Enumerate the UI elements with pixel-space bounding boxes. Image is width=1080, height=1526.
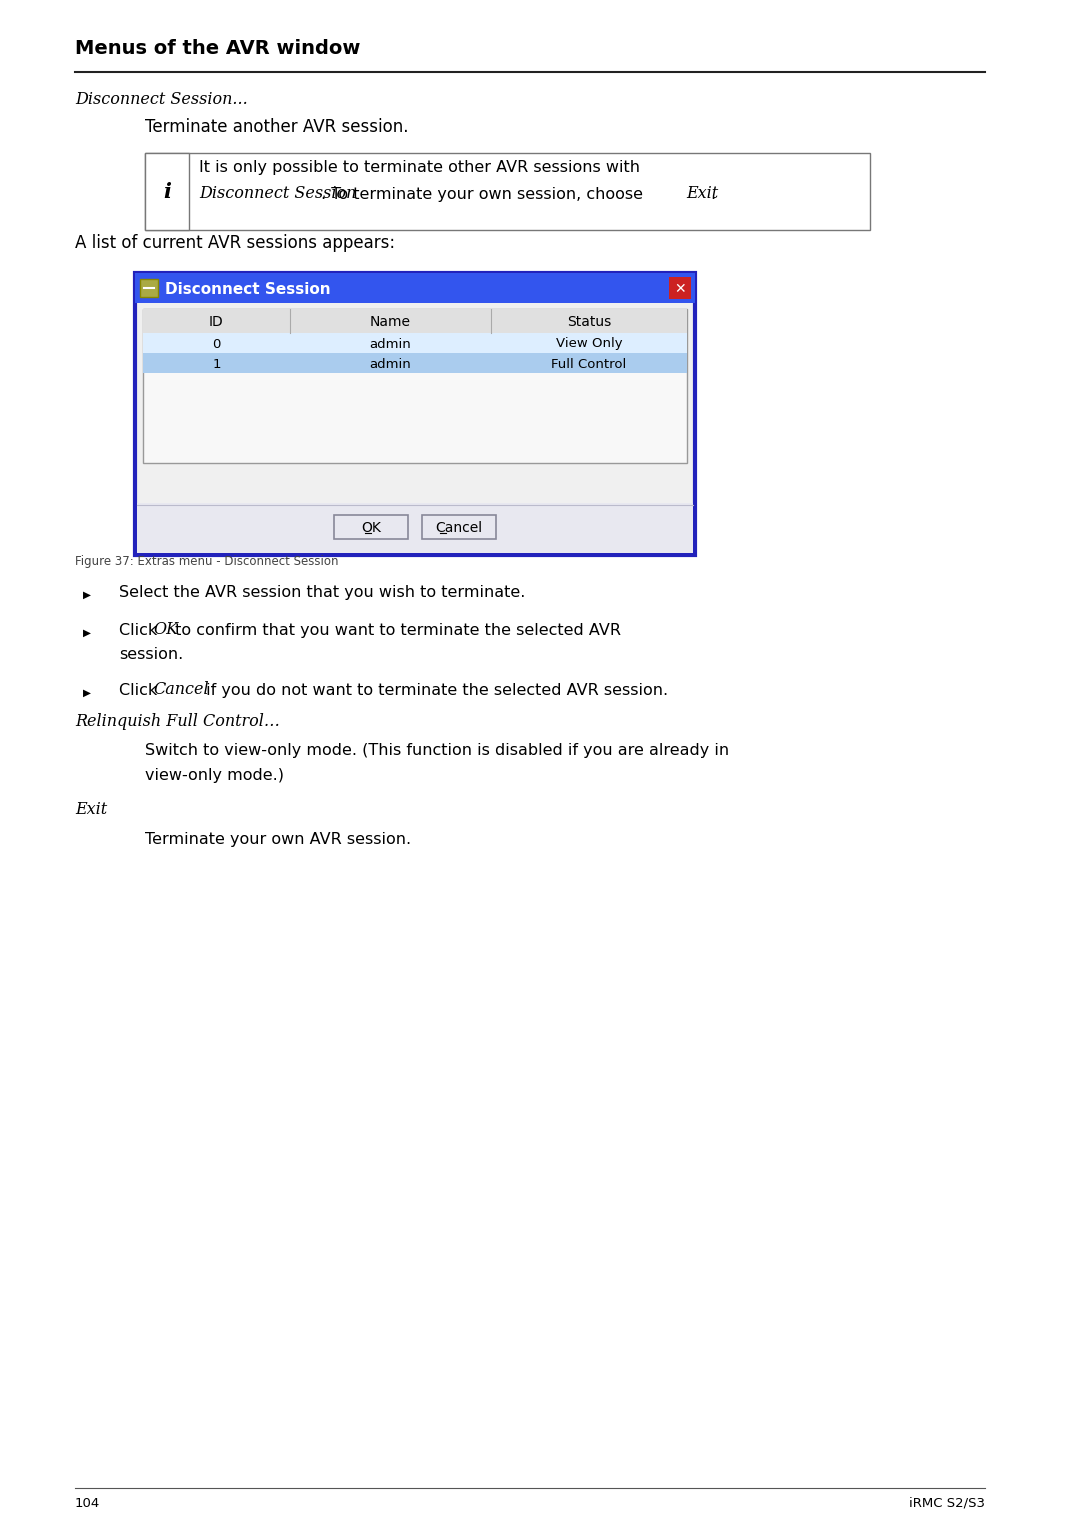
- Text: Switch to view-only mode. (This function is disabled if you are already in: Switch to view-only mode. (This function…: [145, 743, 729, 758]
- Text: admin: admin: [369, 337, 411, 351]
- FancyBboxPatch shape: [334, 514, 408, 539]
- Text: Exit: Exit: [75, 801, 107, 818]
- Text: Click: Click: [119, 623, 162, 638]
- Text: Disconnect Session...: Disconnect Session...: [75, 92, 247, 108]
- FancyBboxPatch shape: [669, 278, 691, 299]
- FancyBboxPatch shape: [145, 153, 870, 230]
- Text: Menus of the AVR window: Menus of the AVR window: [75, 40, 361, 58]
- Text: ▶: ▶: [83, 591, 91, 600]
- Text: i: i: [163, 182, 171, 201]
- Text: A list of current AVR sessions appears:: A list of current AVR sessions appears:: [75, 233, 395, 252]
- Text: Exit: Exit: [686, 185, 718, 201]
- Text: . To terminate your own session, choose: . To terminate your own session, choose: [321, 188, 648, 201]
- Text: ▶: ▶: [83, 629, 91, 638]
- Text: ▶: ▶: [83, 688, 91, 697]
- Text: Name: Name: [370, 314, 411, 330]
- FancyBboxPatch shape: [143, 333, 687, 353]
- FancyBboxPatch shape: [135, 273, 696, 304]
- Text: OK: OK: [153, 621, 178, 638]
- Text: iRMC S2/S3: iRMC S2/S3: [909, 1497, 985, 1511]
- FancyBboxPatch shape: [135, 273, 696, 555]
- Text: View Only: View Only: [556, 337, 622, 351]
- Text: It is only possible to terminate other AVR sessions with: It is only possible to terminate other A…: [199, 160, 640, 175]
- Text: 1: 1: [212, 357, 220, 371]
- Text: ✕: ✕: [674, 282, 686, 296]
- FancyBboxPatch shape: [143, 308, 687, 333]
- Text: session.: session.: [119, 647, 184, 662]
- FancyBboxPatch shape: [143, 353, 687, 372]
- Text: if you do not want to terminate the selected AVR session.: if you do not want to terminate the sele…: [201, 684, 669, 697]
- Text: to confirm that you want to terminate the selected AVR: to confirm that you want to terminate th…: [170, 623, 621, 638]
- FancyBboxPatch shape: [137, 504, 693, 552]
- Text: Figure 37: Extras menu - Disconnect Session: Figure 37: Extras menu - Disconnect Sess…: [75, 555, 338, 568]
- Text: Disconnect Session: Disconnect Session: [199, 185, 356, 201]
- Text: Terminate your own AVR session.: Terminate your own AVR session.: [145, 832, 411, 847]
- Text: Cancel: Cancel: [435, 520, 483, 536]
- Text: Select the AVR session that you wish to terminate.: Select the AVR session that you wish to …: [119, 584, 525, 600]
- Text: Full Control: Full Control: [552, 357, 626, 371]
- FancyBboxPatch shape: [422, 514, 496, 539]
- Text: view-only mode.): view-only mode.): [145, 768, 284, 783]
- Text: 0: 0: [213, 337, 220, 351]
- Text: Terminate another AVR session.: Terminate another AVR session.: [145, 118, 408, 136]
- Text: .: .: [710, 188, 715, 201]
- Text: 104: 104: [75, 1497, 100, 1511]
- Text: Click: Click: [119, 684, 162, 697]
- Text: Cancel: Cancel: [153, 681, 208, 697]
- FancyBboxPatch shape: [145, 153, 189, 230]
- Text: OK: OK: [361, 520, 381, 536]
- FancyBboxPatch shape: [143, 308, 687, 462]
- Text: admin: admin: [369, 357, 411, 371]
- Text: Disconnect Session: Disconnect Session: [165, 281, 330, 296]
- Text: ID: ID: [210, 314, 224, 330]
- FancyBboxPatch shape: [140, 279, 158, 298]
- Text: Status: Status: [567, 314, 611, 330]
- Text: Relinquish Full Control…: Relinquish Full Control…: [75, 713, 280, 729]
